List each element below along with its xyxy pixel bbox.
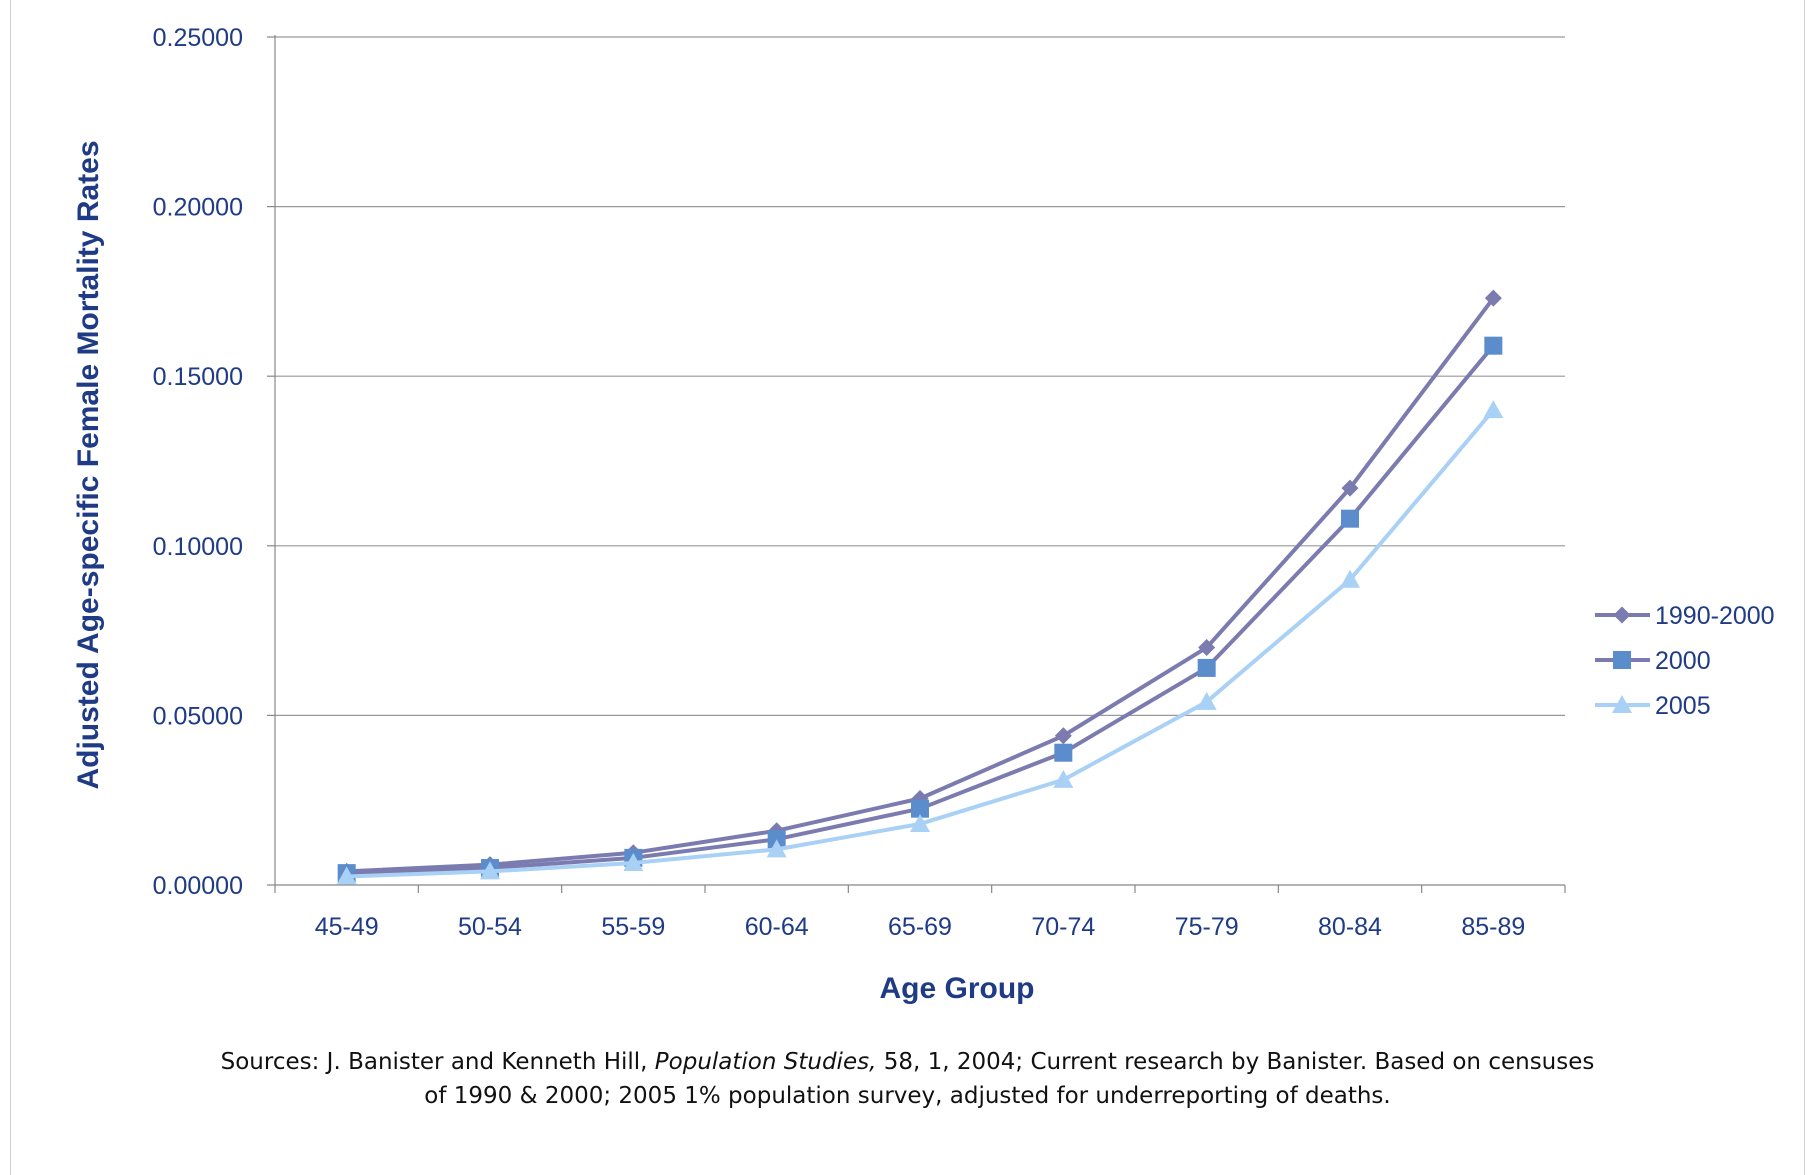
legend-marker [1612,695,1632,713]
x-tick-label: 85-89 [1461,913,1525,941]
y-tick-label: 0.15000 [153,363,243,391]
sources-line2: of 1990 & 2000; 2005 1% population surve… [424,1083,1391,1109]
data-point [1054,743,1073,762]
data-point [1198,639,1216,657]
legend-item: 2000 [1595,647,1711,675]
x-tick-label: 55-59 [601,913,665,941]
legend-marker [1613,651,1631,669]
y-tick-labels: 0.00000 0.05000 0.10000 0.15000 0.20000 0.250… [153,24,243,900]
sources-rest: 58, 1, 2004; Current research by Baniste… [876,1049,1595,1075]
data-point [1484,289,1502,307]
gridlines [275,36,1565,717]
axes [267,35,1566,893]
y-tick-label: 0.25000 [153,24,243,52]
data-point [1197,658,1216,677]
legend-item: 2005 [1595,692,1711,720]
data-point [1054,727,1072,745]
x-tick-label: 80-84 [1318,913,1382,941]
data-point [1341,509,1359,528]
series-group [336,289,1504,885]
y-tick-label: 0.00000 [153,872,243,900]
x-tick-label: 70-74 [1031,913,1095,941]
series-line [346,296,1495,874]
data-point [766,839,787,858]
x-tick-label: 60-64 [745,913,809,941]
legend-label: 2005 [1655,692,1711,720]
x-tick-label: 45-49 [315,913,379,941]
legend-label: 2000 [1655,647,1711,675]
data-point [336,866,357,885]
data-point [1196,691,1217,710]
y-tick-label: 0.20000 [153,194,243,222]
y-tick-label: 0.10000 [153,533,243,561]
data-point [1341,479,1359,497]
sources-prefix: Sources: J. Banister and Kenneth Hill, [220,1049,655,1075]
series-2005 [336,400,1504,885]
data-point [623,852,644,871]
data-point [911,799,929,818]
data-point [910,813,930,832]
data-point [1053,769,1074,788]
x-tick-labels: 45-49 50-54 55-59 60-64 65-69 70-74 75-79 80-84… [315,913,1526,941]
data-point [1340,569,1360,588]
legend: 1990-2000 2000 2005 [1595,602,1775,720]
x-tick-label: 65-69 [888,913,952,941]
data-point [480,861,500,880]
x-axis-title: Age Group [880,972,1035,1005]
mortality-line-chart: 0.00000 0.05000 0.10000 0.15000 0.20000 0.250… [72,24,1775,1005]
x-tick-label: 50-54 [458,913,522,941]
series-2000 [337,336,1503,883]
series-1990-2000 [338,289,1502,880]
data-point [767,830,786,849]
y-axis-title: Adjusted Age-specific Female Mortality R… [72,140,105,789]
y-tick-label: 0.05000 [153,702,243,730]
sources-note: Sources: J. Banister and Kenneth Hill, P… [0,1045,1815,1113]
x-tick-label: 75-79 [1175,913,1239,941]
data-point [1483,400,1504,419]
sources-journal: Population Studies, [654,1049,877,1075]
data-point [1484,336,1503,355]
chart-frame [10,0,1805,1175]
legend-label: 1990-2000 [1655,602,1775,630]
legend-item: 1990-2000 [1595,602,1775,630]
legend-marker [1613,606,1631,624]
